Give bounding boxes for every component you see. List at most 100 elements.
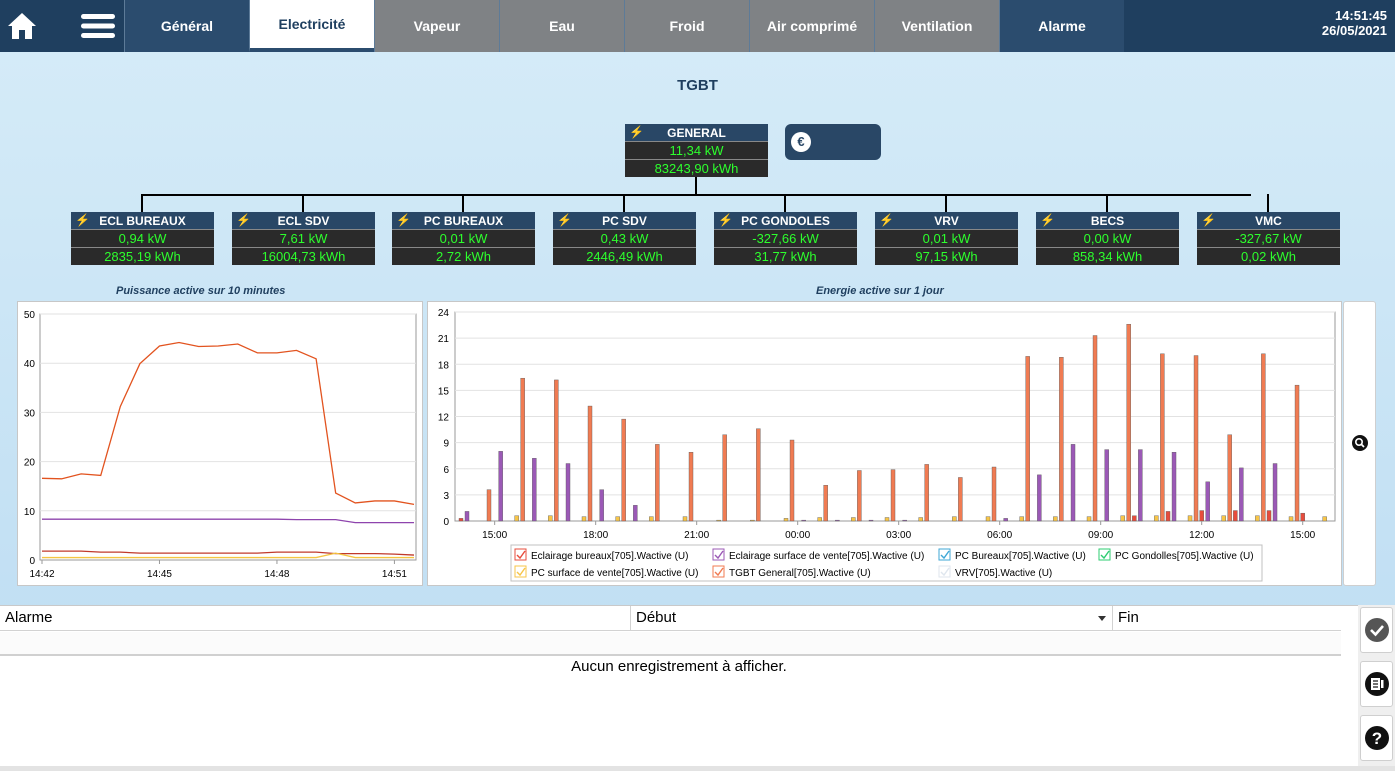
energy-chart[interactable]: 0 3 6 9 12 15 18 21 24 15:00 18:00 21:00 00:00 03:00 0… <box>427 301 1342 586</box>
legend-checkbox-4 <box>514 565 527 578</box>
alarm-table-header: Alarme Début Fin <box>0 606 1341 631</box>
tab-g-n-ral[interactable]: Général <box>124 0 249 52</box>
legend-check-icon <box>1100 550 1110 560</box>
bar-4-4 <box>615 516 620 522</box>
y-tick-label: 12 <box>438 413 450 424</box>
tab-eau[interactable]: Eau <box>499 0 624 52</box>
bar-4-17 <box>1053 516 1058 522</box>
bar-5-0 <box>486 489 492 522</box>
column-header-fin[interactable]: Fin <box>1118 609 1139 626</box>
legend-label-3: PC Gondolles[705].Wactive (U) <box>1115 551 1254 562</box>
meter-pc-gondoles[interactable]: ⚡ PC GONDOLES -327,66 kW 31,77 kWh <box>714 212 857 265</box>
bar-5-10 <box>823 485 828 522</box>
meter-becs[interactable]: ⚡ BECS 0,00 kW 858,34 kWh <box>1036 212 1179 265</box>
lightning-icon: ⚡ <box>396 213 411 227</box>
meter-vrv[interactable]: ⚡ VRV 0,01 kW 97,15 kWh <box>875 212 1018 265</box>
bar-5-24 <box>1294 384 1300 522</box>
help-icon: ? <box>1364 726 1389 750</box>
help-button[interactable]: ? <box>1360 715 1393 761</box>
alarm-history-button[interactable] <box>1360 661 1393 707</box>
meter-energy: 2,72 kWh <box>392 247 535 265</box>
meter-energy: 16004,73 kWh <box>232 247 375 265</box>
legend-checkbox-6 <box>938 565 951 578</box>
bar-5-2 <box>554 379 559 522</box>
column-header-alarme[interactable]: Alarme <box>0 606 631 631</box>
acknowledge-button[interactable] <box>1360 607 1393 653</box>
bar-5-1 <box>520 377 525 522</box>
tab-air-comprim-[interactable]: Air comprimé <box>749 0 874 52</box>
tab-vapeur[interactable]: Vapeur <box>374 0 499 52</box>
menu-button[interactable] <box>76 0 120 52</box>
legend-check-icon <box>940 567 950 577</box>
meter-pc-bureaux[interactable]: ⚡ PC BUREAUX 0,01 kW 2,72 kWh <box>392 212 535 265</box>
legend-checkbox-0 <box>514 548 527 561</box>
legend-label-0: Eclairage bureaux[705].Wactive (U) <box>531 551 688 562</box>
bar-0-22 <box>1199 510 1204 522</box>
bar-1-22 <box>1205 481 1210 522</box>
bar-5-11 <box>857 470 862 522</box>
column-header-debut[interactable]: Début <box>631 606 1113 631</box>
x-tick-label: 18:00 <box>583 530 608 541</box>
tab-alarme[interactable]: Alarme <box>999 0 1124 52</box>
bar-4-2 <box>548 515 553 522</box>
y-tick-label: 0 <box>443 517 449 528</box>
meter-name: ECL SDV <box>277 213 330 228</box>
bar-5-4 <box>621 418 626 522</box>
series-line-3 <box>42 552 414 559</box>
tab-froid[interactable]: Froid <box>624 0 749 52</box>
bar-1-16 <box>1003 518 1008 522</box>
x-tick-label: 14:48 <box>264 569 289 580</box>
tab-ventilation[interactable]: Ventilation <box>874 0 999 52</box>
meter-energy: 31,77 kWh <box>714 247 857 265</box>
power-chart[interactable]: 0 10 20 30 40 50 14:42 14:45 14:48 14:51 <box>17 301 423 586</box>
lightning-icon: ⚡ <box>1201 213 1216 227</box>
meter-power: -327,66 kW <box>714 229 857 247</box>
x-tick-label: 14:42 <box>29 569 54 580</box>
bar-5-13 <box>924 464 929 522</box>
meter-power: 11,34 kW <box>625 141 768 159</box>
home-button[interactable] <box>0 0 44 52</box>
bar-5-6 <box>688 452 694 522</box>
bar-1-19 <box>1104 449 1109 522</box>
bar-5-21 <box>1193 355 1199 522</box>
sort-down-icon <box>1098 616 1106 621</box>
legend-label-6: VRV[705].Wactive (U) <box>955 568 1052 579</box>
meter-name: VRV <box>934 213 959 228</box>
bar-4-6 <box>682 516 688 522</box>
legend-checkbox-5 <box>712 565 725 578</box>
zoom-icon <box>1352 435 1368 451</box>
tab-electricit-[interactable]: Electricité <box>249 0 374 52</box>
meter-vmc[interactable]: ⚡ VMC -327,67 kW 0,02 kWh <box>1197 212 1340 265</box>
y-tick-label: 0 <box>29 556 35 567</box>
meter-pc-sdv[interactable]: ⚡ PC SDV 0,43 kW 2446,49 kWh <box>553 212 696 265</box>
x-tick-label: 14:51 <box>382 569 407 580</box>
bar-4-19 <box>1120 515 1125 522</box>
tree-connector <box>1106 194 1108 212</box>
y-tick-label: 21 <box>438 334 450 345</box>
meter-ecl-sdv[interactable]: ⚡ ECL SDV 7,61 kW 16004,73 kWh <box>232 212 375 265</box>
lightning-icon: ⚡ <box>629 125 644 139</box>
legend-check-icon <box>714 550 724 560</box>
bar-5-20 <box>1160 353 1165 522</box>
y-tick-label: 40 <box>24 359 36 370</box>
bar-5-18 <box>1092 335 1098 522</box>
page-title: TGBT <box>677 77 718 94</box>
cost-button[interactable]: € <box>785 124 881 160</box>
bar-4-5 <box>649 516 654 522</box>
bar-4-11 <box>851 517 856 522</box>
table-filter-row <box>0 632 1341 656</box>
x-tick-label: 21:00 <box>684 530 709 541</box>
bar-1-3 <box>565 463 571 522</box>
euro-icon: € <box>791 132 811 152</box>
legend-label-2: PC Bureaux[705].Wactive (U) <box>955 551 1086 562</box>
lightning-icon: ⚡ <box>75 213 90 227</box>
general-meter[interactable]: ⚡ GENERAL 11,34 kW 83243,90 kWh <box>625 124 768 177</box>
x-tick-label: 09:00 <box>1088 530 1113 541</box>
lightning-icon: ⚡ <box>236 213 251 227</box>
meter-ecl-bureaux[interactable]: ⚡ ECL BUREAUX 0,94 kW 2835,19 kWh <box>71 212 214 265</box>
chart-caption-power: Puissance active sur 10 minutes <box>116 285 286 297</box>
bar-1-23 <box>1239 467 1244 522</box>
bar-1-24 <box>1272 463 1278 522</box>
zoom-panel[interactable] <box>1343 301 1376 586</box>
meter-energy: 83243,90 kWh <box>625 159 768 177</box>
